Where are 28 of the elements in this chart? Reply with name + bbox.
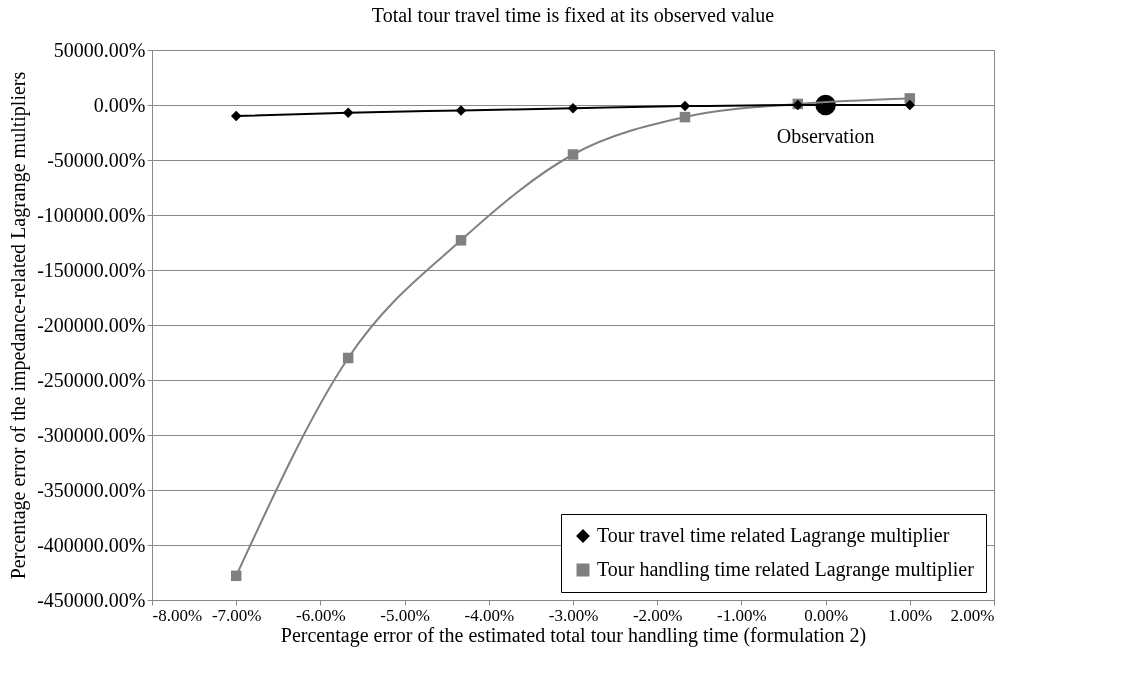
y-tick-label: 0.00% xyxy=(93,93,146,116)
x-tick-label: -3.00% xyxy=(548,605,599,625)
chart-title: Total tour travel time is fixed at its observed value xyxy=(371,4,775,26)
annotation: Observation xyxy=(776,125,875,147)
y-tick-label: -100000.00% xyxy=(37,203,146,226)
y-tick-label: -50000.00% xyxy=(47,148,146,171)
y-tick-label: -250000.00% xyxy=(37,368,146,391)
x-tick-label: 1.00% xyxy=(888,605,933,625)
y-tick-label: 50000.00% xyxy=(53,38,146,61)
y-tick-label: -200000.00% xyxy=(37,313,146,336)
legend-label: Tour handling time related Lagrange multiplier xyxy=(597,558,975,581)
x-axis-title: Percentage error of the estimated total tour handling time (formulation 2) xyxy=(280,623,867,647)
x-tick-label: -2.00% xyxy=(632,605,683,625)
y-tick-label: -450000.00% xyxy=(37,588,146,611)
x-tick-label: -7.00% xyxy=(211,605,262,625)
x-tick-label: -5.00% xyxy=(380,605,430,625)
y-tick-label: -350000.00% xyxy=(37,478,146,501)
x-tick-label: -8.00% xyxy=(152,605,203,625)
legend-label: Tour travel time related Lagrange multiplier xyxy=(597,524,950,547)
x-tick-label: -1.00% xyxy=(717,605,767,625)
x-tick-label: -6.00% xyxy=(296,605,346,625)
y-axis-title: Percentage error of the impedance-related Lagrange multipliers xyxy=(7,71,31,580)
y-tick-label: -150000.00% xyxy=(37,258,146,281)
x-tick-label: 0.00% xyxy=(804,605,849,625)
y-tick-label: -400000.00% xyxy=(37,533,146,556)
x-tick-label: 2.00% xyxy=(950,605,995,625)
y-tick-label: -300000.00% xyxy=(37,423,146,446)
x-tick-label: -4.00% xyxy=(464,605,515,625)
